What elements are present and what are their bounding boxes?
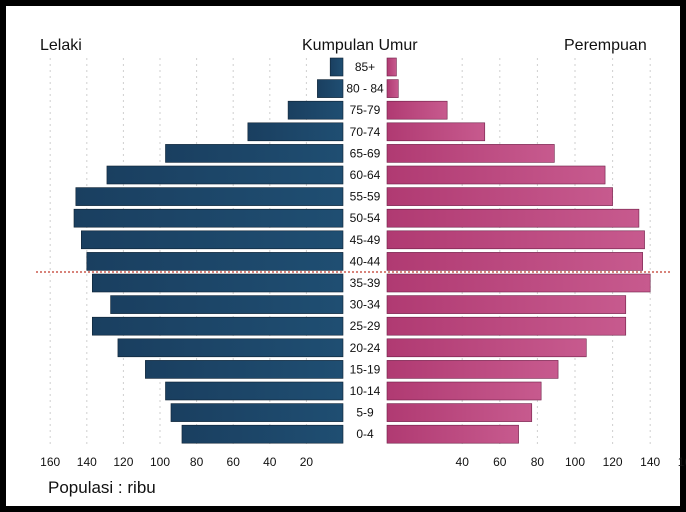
x-tick-label-left: 120 xyxy=(113,455,133,469)
x-tick-label-left: 20 xyxy=(300,455,314,469)
x-tick-label-right: 140 xyxy=(640,455,660,469)
bar-perempuan xyxy=(386,208,640,228)
bar-perempuan xyxy=(386,165,606,185)
bar-lelaki xyxy=(106,165,344,185)
category-label: 5-9 xyxy=(356,406,374,420)
bar-perempuan xyxy=(386,122,486,142)
bar-lelaki xyxy=(329,57,344,77)
bar-lelaki xyxy=(86,252,344,271)
category-label: 75-79 xyxy=(350,103,381,117)
category-label: 85+ xyxy=(355,60,375,74)
category-label: 70-74 xyxy=(350,125,381,139)
bar-lelaki xyxy=(145,360,344,379)
x-tick-label-right: 160 xyxy=(678,455,686,469)
category-label: 0-4 xyxy=(356,427,374,441)
bar-perempuan xyxy=(386,230,645,250)
bar-perempuan xyxy=(386,100,448,120)
bar-lelaki xyxy=(317,79,344,98)
x-tick-label-right: 60 xyxy=(493,455,507,469)
category-label: 10-14 xyxy=(350,384,381,398)
bar-perempuan xyxy=(386,252,643,271)
units-label: Populasi : ribu xyxy=(48,478,156,497)
bar-lelaki xyxy=(91,316,344,336)
category-label: 55-59 xyxy=(350,190,381,204)
category-label: 45-49 xyxy=(350,233,381,247)
bar-lelaki xyxy=(247,122,344,142)
bar-lelaki xyxy=(181,424,344,444)
bar-perempuan xyxy=(386,360,559,379)
bar-perempuan xyxy=(386,424,519,444)
bar-lelaki xyxy=(165,381,344,401)
bar-perempuan xyxy=(386,144,555,163)
x-tick-label-left: 160 xyxy=(40,455,60,469)
category-label: 20-24 xyxy=(350,341,381,355)
bar-lelaki xyxy=(81,230,344,250)
bar-perempuan xyxy=(386,295,627,314)
bar-lelaki xyxy=(117,338,344,358)
bar-lelaki xyxy=(73,208,344,228)
category-label: 25-29 xyxy=(350,319,381,333)
x-tick-label-left: 140 xyxy=(77,455,97,469)
x-tick-label-right: 100 xyxy=(565,455,585,469)
bar-lelaki xyxy=(75,187,344,206)
category-label: 65-69 xyxy=(350,146,381,160)
category-label: 30-34 xyxy=(350,298,381,312)
bar-perempuan xyxy=(386,338,587,358)
bar-lelaki xyxy=(110,295,344,314)
category-label: 35-39 xyxy=(350,276,381,290)
category-label: 50-54 xyxy=(350,211,381,225)
bar-perempuan xyxy=(386,187,613,206)
bar-perempuan xyxy=(386,403,533,422)
category-label: 40-44 xyxy=(350,254,381,268)
bar-lelaki xyxy=(287,100,344,120)
x-tick-label-left: 100 xyxy=(150,455,170,469)
bar-lelaki xyxy=(165,144,344,163)
x-tick-label-left: 60 xyxy=(227,455,241,469)
x-tick-label-left: 40 xyxy=(263,455,277,469)
x-tick-label-left: 80 xyxy=(190,455,204,469)
center-axis-label: Kumpulan Umur xyxy=(302,37,418,54)
bar-perempuan xyxy=(386,316,627,336)
x-tick-label-right: 40 xyxy=(456,455,470,469)
x-tick-label-right: 80 xyxy=(531,455,545,469)
bar-perempuan xyxy=(386,57,397,77)
category-label: 60-64 xyxy=(350,168,381,182)
x-tick-label-right: 120 xyxy=(603,455,623,469)
bar-lelaki xyxy=(91,273,344,293)
bar-perempuan xyxy=(386,381,542,401)
category-label: 15-19 xyxy=(350,362,381,376)
bar-lelaki xyxy=(170,403,344,422)
left-series-label: Lelaki xyxy=(40,37,82,54)
category-label: 80 - 84 xyxy=(346,82,384,96)
right-series-label: Perempuan xyxy=(564,37,647,54)
bar-perempuan xyxy=(386,79,399,98)
bar-perempuan xyxy=(386,273,651,293)
